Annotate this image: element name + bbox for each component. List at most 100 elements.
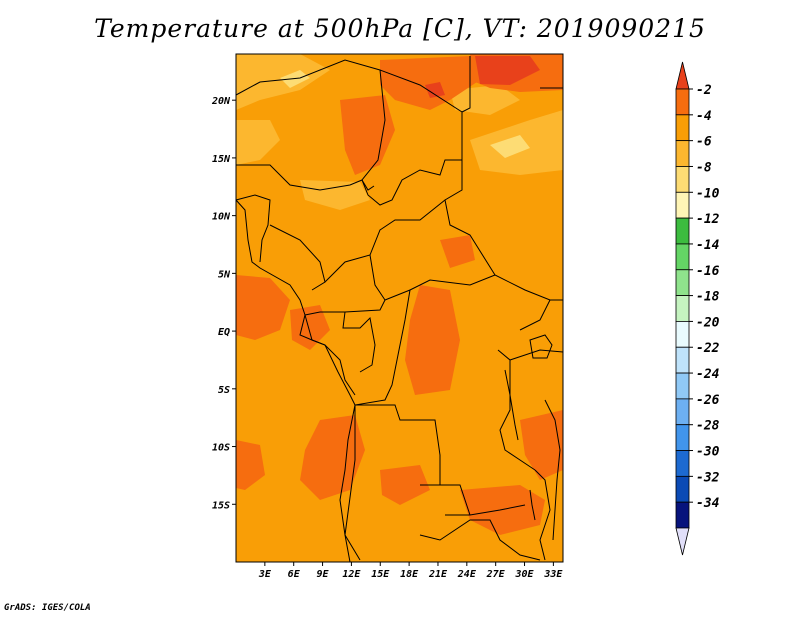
- field-cool-patch: [450, 85, 520, 115]
- y-tick-label: 10N: [212, 212, 231, 223]
- border-line: [384, 274, 496, 301]
- colorbar-swatch: [675, 114, 690, 142]
- x-tick-label: 18E: [400, 569, 419, 580]
- colorbar-swatch: [675, 346, 690, 374]
- x-tick-label: 12E: [342, 569, 361, 580]
- colorbar-label: -28: [696, 419, 720, 434]
- y-tick-label: 5N: [218, 269, 231, 280]
- lake-victoria: [529, 334, 553, 359]
- border-line: [344, 534, 361, 561]
- border-line: [444, 160, 563, 301]
- field-hot-patch: [475, 56, 540, 85]
- border-line: [419, 519, 541, 561]
- colorbar-swatch: [675, 398, 690, 426]
- x-tick-label: 24E: [457, 569, 477, 580]
- colorbar-top-arrow: [675, 61, 690, 90]
- border-line: [534, 469, 551, 561]
- colorbar-swatch: [675, 243, 690, 271]
- colorbar-swatch: [675, 424, 690, 451]
- colorbar-swatch: [675, 191, 690, 219]
- border-line: [324, 199, 446, 283]
- border-line: [235, 194, 271, 263]
- border-line: [304, 254, 386, 316]
- longitude-axis: 3E 6E 9E 12E 15E 18E 21E 24E 27E 30E 33E: [258, 562, 563, 580]
- field-cool-patch: [490, 135, 530, 158]
- country-borders: [235, 56, 564, 563]
- x-tick-label: 21E: [428, 569, 448, 580]
- temperature-field: [236, 54, 563, 562]
- colorbar-label: -34: [696, 496, 720, 511]
- colorbar-label: -16: [696, 264, 720, 279]
- border-line: [461, 56, 471, 113]
- map-frame: [235, 53, 564, 563]
- colorbar-swatch: [675, 501, 690, 529]
- colorbar-swatch: [675, 372, 690, 400]
- border-line: [236, 164, 363, 191]
- field-warm-patch: [380, 465, 430, 505]
- field-warm-patch: [440, 235, 475, 268]
- border-line: [344, 289, 411, 536]
- coastline: [235, 199, 356, 406]
- colorbar-swatch: [675, 269, 690, 296]
- colorbar-label: -4: [696, 109, 712, 124]
- y-tick-label: 10S: [212, 443, 230, 454]
- grads-credit: GrADS: IGES/COLA: [4, 603, 91, 613]
- lake-chad: [361, 179, 375, 191]
- colorbar-swatch: [675, 450, 690, 477]
- border-line: [342, 311, 376, 373]
- colorbar-swatch: [675, 140, 690, 167]
- y-tick-label: 15N: [212, 154, 231, 165]
- latitude-axis: 20N 15N 10N 5N EQ 5S 10S 15S: [211, 96, 236, 511]
- colorbar-label: -32: [696, 470, 720, 485]
- colorbar: -2 -4 -6 -8 -10 -12 -14 -16 -18 -20 -22 -24 -26 -28 -3…: [675, 61, 720, 556]
- colorbar-label: -10: [696, 186, 720, 201]
- x-tick-label: 3E: [258, 569, 272, 580]
- field-warm-patch: [236, 275, 290, 340]
- colorbar-label: -8: [696, 160, 712, 175]
- border-line: [269, 224, 326, 291]
- border-line: [355, 404, 471, 516]
- y-tick-label: 20N: [211, 96, 231, 107]
- x-tick-label: 9E: [317, 569, 330, 580]
- field-cool-patch: [236, 120, 280, 165]
- border-line: [235, 59, 463, 180]
- colorbar-label: -18: [696, 290, 720, 305]
- colorbar-label: -2: [696, 83, 712, 98]
- colorbar-swatch: [675, 217, 690, 245]
- colorbar-bottom-arrow: [675, 527, 690, 556]
- x-tick-label: 33E: [543, 569, 563, 580]
- field-warm-patch: [290, 305, 330, 350]
- coastline: [339, 404, 356, 563]
- field-warm-patch: [380, 56, 480, 110]
- colorbar-swatch: [675, 88, 690, 116]
- field-warm-patch: [236, 440, 265, 490]
- y-tick-label: 15S: [212, 500, 230, 511]
- border-line: [361, 69, 462, 206]
- x-tick-label: 15E: [371, 569, 390, 580]
- colorbar-swatch: [675, 295, 690, 322]
- colorbar-label: -26: [696, 393, 720, 408]
- colorbar-label: -20: [696, 315, 720, 330]
- colorbar-label: -30: [696, 445, 720, 460]
- field-hot-patch: [425, 82, 445, 98]
- coastline: [544, 399, 561, 541]
- colorbar-swatch: [675, 321, 690, 348]
- colorbar-label: -12: [696, 212, 720, 227]
- lake-tanganyika: [504, 369, 519, 441]
- y-tick-label: EQ: [218, 327, 230, 338]
- field-warm-patch: [520, 410, 563, 480]
- colorbar-label: -24: [696, 367, 720, 382]
- map-title: Temperature at 500hPa [C], VT: 201909021…: [94, 14, 706, 43]
- colorbar-swatch: [675, 166, 690, 193]
- field-warm-patch: [340, 95, 395, 175]
- x-tick-label: 6E: [288, 569, 301, 580]
- border-line: [519, 299, 551, 331]
- x-tick-label: 30E: [514, 569, 534, 580]
- field-cool-patch: [300, 180, 370, 210]
- colorbar-label: -14: [696, 238, 720, 253]
- field-cool-patch: [236, 54, 330, 110]
- field-warm-patch: [405, 285, 460, 395]
- y-tick-label: 5S: [218, 385, 230, 396]
- x-tick-label: 27E: [486, 569, 506, 580]
